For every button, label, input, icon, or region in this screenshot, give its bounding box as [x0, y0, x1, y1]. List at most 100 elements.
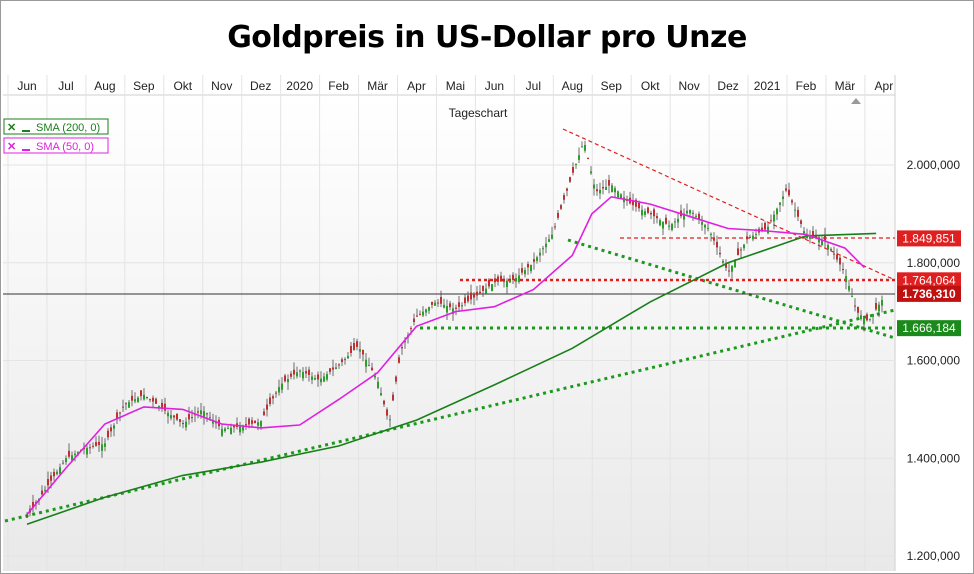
price-candle-body [881, 299, 883, 306]
price-candle-body [296, 372, 298, 377]
price-candle-body [161, 402, 163, 409]
price-candle-body [224, 428, 226, 431]
price-level-label: 1.849,851 [902, 231, 956, 245]
price-candle-body [572, 167, 574, 173]
price-candle-body [278, 387, 280, 393]
price-candle-body [122, 406, 124, 408]
price-candle-body [146, 397, 148, 399]
price-candle-body [824, 235, 826, 241]
price-candle-body [695, 215, 697, 217]
x-tick-label: 2020 [286, 79, 313, 93]
price-candle-body [245, 424, 247, 426]
price-candle-body [173, 415, 175, 418]
price-candle-body [431, 301, 433, 305]
price-candle-body [170, 415, 172, 419]
price-candle-body [311, 376, 313, 380]
price-candle-body [200, 410, 202, 415]
legend-label: SMA (50, 0) [36, 141, 94, 153]
price-candle-body [428, 307, 430, 311]
price-candle-body [380, 393, 382, 396]
price-candle-body [329, 368, 331, 372]
price-candle-body [761, 227, 763, 232]
x-tick-label: Jun [485, 79, 504, 93]
price-candle-body [362, 349, 364, 355]
price-candle-body [98, 441, 100, 446]
price-level-label: 1.736,310 [902, 287, 956, 301]
price-candle-body [671, 224, 673, 230]
price-candle-body [707, 227, 709, 229]
price-candle-body [596, 189, 598, 192]
price-candle-body [833, 253, 835, 255]
legend-toggle-icon: ✕ [7, 122, 16, 134]
price-candle-body [779, 202, 781, 205]
price-candle-body [188, 414, 190, 420]
y-tick-label: 1.600,000 [907, 354, 961, 368]
price-candle-body [716, 241, 718, 248]
price-candle-body [368, 365, 370, 367]
x-tick-label: Sep [601, 79, 623, 93]
x-tick-label: Jul [58, 79, 73, 93]
price-candle-body [119, 412, 121, 414]
y-tick-label: 1.800,000 [907, 256, 961, 270]
price-candle-body [563, 195, 565, 200]
price-candle-body [839, 257, 841, 265]
x-tick-label: Sep [133, 79, 155, 93]
price-candle-body [461, 305, 463, 307]
price-candle-body [665, 217, 667, 224]
price-candle-body [305, 371, 307, 374]
price-candle-body [791, 200, 793, 203]
x-axis-band [3, 75, 895, 95]
price-level-badge [897, 230, 961, 247]
price-candle-body [584, 145, 586, 151]
price-candle-body [794, 209, 796, 211]
price-candle-body [539, 252, 541, 256]
price-candle-body [134, 399, 136, 402]
price-candle-body [104, 443, 106, 447]
price-candle-body [185, 421, 187, 428]
price-candle-body [674, 221, 676, 223]
price-candle-body [263, 411, 265, 416]
price-candle-body [647, 207, 649, 213]
x-tick-label: Mai [446, 79, 465, 93]
price-candle-body [530, 264, 532, 272]
price-candle-body [62, 462, 64, 464]
price-candle-body [128, 402, 130, 408]
price-candle-body [599, 189, 601, 194]
price-candle-body [815, 234, 817, 239]
price-candle-body [359, 349, 361, 352]
price-candle-body [50, 475, 52, 481]
price-candle-body [446, 306, 448, 313]
price-candle-body [230, 427, 232, 435]
price-candle-body [377, 381, 379, 389]
price-candle-body [632, 200, 634, 206]
price-candle-body [641, 209, 643, 216]
price-candle-body [314, 377, 316, 380]
price-candle-body [350, 345, 352, 353]
price-candle-body [704, 224, 706, 228]
price-candle-body [410, 328, 412, 330]
price-level-badge [897, 320, 961, 337]
price-candle-body [386, 409, 388, 416]
price-candle-body [692, 212, 694, 214]
price-candle-body [812, 231, 814, 238]
price-candle-body [503, 281, 505, 283]
plot-area [3, 95, 895, 571]
price-candle-body [176, 413, 178, 420]
price-candle-body [587, 157, 589, 159]
price-candle-body [338, 364, 340, 366]
legend-entry: ✕ SMA (50, 0) [3, 137, 109, 154]
price-level-badge [897, 272, 961, 289]
price-candle-body [308, 369, 310, 375]
price-candle-body [554, 226, 556, 228]
price-candle-body [56, 471, 58, 475]
price-candle-body [518, 275, 520, 282]
price-candle-body [728, 270, 730, 272]
price-candle-body [533, 259, 535, 262]
price-candle-body [347, 355, 349, 359]
price-candle-body [845, 276, 847, 283]
price-candle-body [71, 455, 73, 461]
price-candle-body [239, 426, 241, 433]
price-candle-body [416, 315, 418, 317]
price-candle-body [614, 188, 616, 193]
price-candle-body [374, 375, 376, 378]
